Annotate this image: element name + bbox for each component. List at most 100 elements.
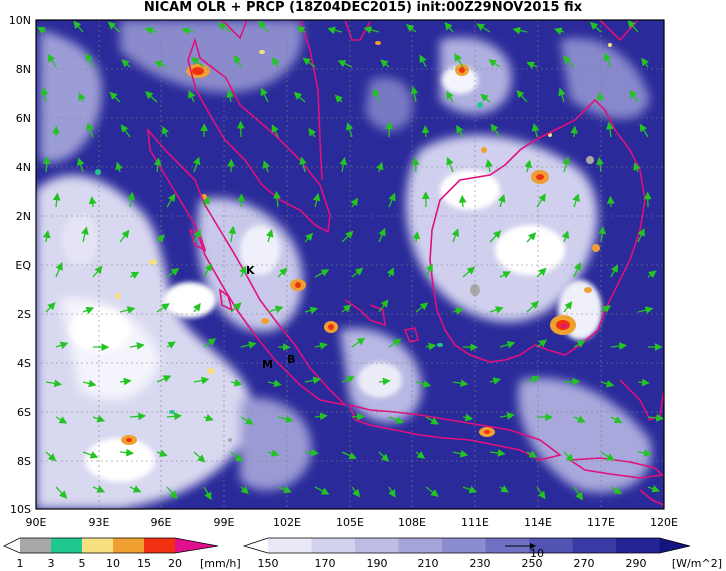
wind-vector-arrow: [55, 261, 63, 278]
wind-vector-arrow: [380, 59, 390, 68]
wind-vector-arrow: [296, 25, 306, 34]
precip-tick: 10: [106, 557, 120, 570]
wind-vector-arrow: [230, 302, 242, 313]
wind-vector-arrow: [378, 227, 386, 243]
wind-vector-arrow: [156, 449, 168, 457]
precip-unit: [mm/h]: [200, 557, 241, 570]
lon-label: 108E: [398, 516, 426, 529]
wind-vector-arrow: [385, 121, 394, 138]
wind-vector-arrow: [88, 196, 97, 208]
marker-k: K: [246, 264, 255, 277]
wind-vector-arrow: [351, 486, 361, 498]
wind-vector-arrow: [526, 300, 539, 313]
olr-field: [36, 20, 664, 509]
wind-vector-arrow: [202, 196, 210, 208]
wind-vector-arrow: [425, 486, 439, 497]
wind-vector-arrow: [378, 451, 390, 462]
wind-vector-arrow: [456, 124, 464, 138]
wind-vector-arrow: [193, 376, 210, 385]
lon-label: 99E: [214, 516, 235, 529]
wind-vector-arrow: [405, 24, 417, 33]
wind-vector-arrow: [341, 451, 357, 460]
wind-vector-arrow: [499, 340, 516, 349]
olr-tick: 170: [315, 557, 336, 570]
wind-vector-arrow: [193, 451, 206, 463]
wind-vector-arrow: [234, 54, 242, 68]
olr-tick: 210: [418, 557, 439, 570]
wind-vector-arrow: [304, 232, 314, 243]
wind-vector-arrow: [166, 341, 176, 349]
figure-title: NICAM OLR + PRCP (18Z04DEC2015) init:00Z…: [143, 0, 583, 15]
wind-vector-arrow: [647, 485, 661, 493]
precip-tick: 20: [168, 557, 182, 570]
wind-vector-arrow: [425, 342, 437, 351]
wind-vector-arrow: [327, 26, 343, 35]
wind-vector-arrow: [647, 414, 664, 422]
lat-label: 8N: [16, 63, 31, 76]
olr-tick: 270: [574, 557, 595, 570]
olr-unit: [W/m^2]: [672, 557, 722, 570]
wind-vector-arrow: [45, 379, 63, 388]
wind-vector-arrow: [553, 27, 565, 35]
lat-label: 8S: [17, 455, 31, 468]
wind-vector-arrow: [600, 451, 615, 461]
wind-vector-arrow: [161, 125, 170, 138]
wind-vector-arrow: [411, 157, 420, 173]
lon-label: 102E: [273, 516, 301, 529]
wind-vector-arrow: [314, 486, 330, 495]
wind-vector-arrow: [129, 485, 142, 493]
wind-vector-arrow: [524, 159, 532, 173]
wind-vector-arrow: [573, 340, 586, 348]
lon-label: 111E: [461, 516, 489, 529]
wind-vector-arrow: [237, 193, 246, 208]
wind-vector-arrow: [351, 267, 364, 278]
wind-vector-arrow: [119, 306, 136, 314]
marker-b: B: [287, 353, 295, 366]
wind-vector-arrow: [561, 230, 570, 243]
wind-vector-arrow: [299, 156, 307, 173]
wind-vector-arrow: [415, 380, 432, 388]
wind-vector-arrow: [596, 91, 605, 103]
wind-vector-arrow: [629, 89, 639, 103]
wind-vector-arrow: [154, 60, 168, 68]
wind-vector-arrow: [596, 156, 604, 173]
wind-vector-arrow: [536, 193, 546, 208]
wind-vector-arrow: [92, 414, 106, 423]
wind-vector-arrow: [188, 90, 196, 103]
precip-colorbar: 1 3 5 10 15 20 [mm/h]: [3, 537, 241, 570]
precip-cells: [95, 41, 612, 445]
precip-bin: [51, 538, 82, 553]
wind-vector-arrow: [314, 342, 328, 350]
wind-vector-arrow: [489, 377, 502, 385]
wind-vector-arrow: [489, 230, 502, 243]
wind-vector-arrow: [228, 225, 237, 243]
wind-vector-arrow: [115, 161, 123, 173]
wind-vector-arrow: [378, 299, 389, 313]
wind-vector-arrow: [489, 306, 504, 314]
olr-bin: [355, 538, 399, 553]
wind-vector-arrow: [82, 379, 97, 388]
wind-vector-arrow: [166, 268, 180, 278]
wind-vector-arrow: [351, 337, 366, 348]
wind-vector-arrow: [308, 127, 317, 138]
wind-vector-arrow: [388, 416, 405, 424]
wind-vector-arrow: [637, 228, 645, 243]
wind-vector-arrow: [42, 230, 51, 243]
wind-vector-arrow: [451, 228, 460, 243]
wind-vector-arrow: [107, 21, 121, 33]
wind-vector-arrow: [446, 156, 454, 173]
wind-vector-arrow: [166, 486, 178, 499]
wind-vector-arrow: [277, 267, 288, 278]
wind-vector-arrow: [512, 26, 528, 35]
wind-vector-arrow: [536, 339, 548, 348]
wind-vector-arrow: [45, 451, 57, 462]
wind-vector-arrow: [52, 192, 61, 208]
wind-vector-arrow: [637, 306, 654, 314]
wind-vector-arrow: [388, 192, 396, 208]
wind-vector-arrow: [412, 231, 421, 243]
olr-bin: [311, 538, 355, 553]
wind-vector-arrow: [485, 159, 493, 173]
lon-label: 96E: [151, 516, 172, 529]
wind-vector-arrow: [267, 379, 282, 388]
olr-colorbar: 10 150 170 190 210 230 250 270 290 [W/m^…: [242, 537, 722, 570]
